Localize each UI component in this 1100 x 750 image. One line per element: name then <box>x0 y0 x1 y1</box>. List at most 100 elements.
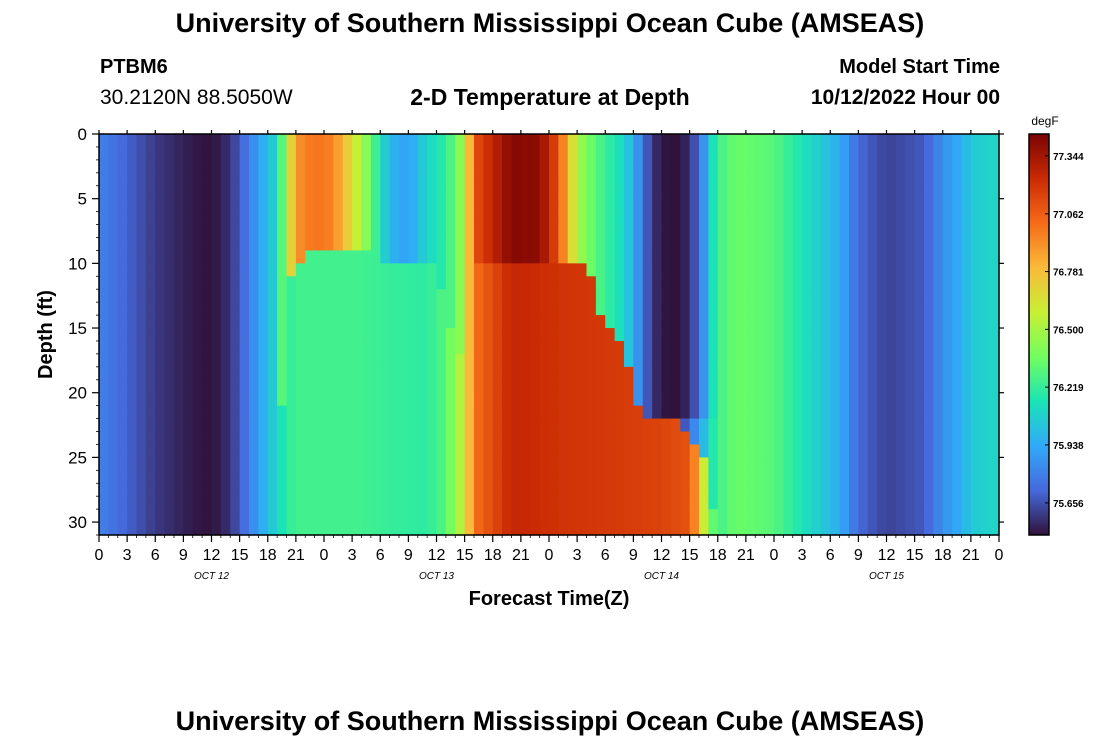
heatmap-cell <box>474 276 484 290</box>
heatmap-cell <box>183 444 194 458</box>
heatmap-cell <box>427 522 438 536</box>
heatmap-cell <box>342 185 353 200</box>
heatmap-cell <box>192 146 203 161</box>
heatmap-cell <box>727 237 738 252</box>
heatmap-cell <box>670 522 681 536</box>
heatmap-cell <box>961 353 972 368</box>
heatmap-cell <box>642 211 653 226</box>
heatmap-cell <box>661 134 672 148</box>
heatmap-cell <box>145 418 156 433</box>
heatmap-cell <box>455 457 466 471</box>
heatmap-cell <box>942 431 953 446</box>
heatmap-cell <box>455 470 466 484</box>
heatmap-cell <box>286 418 297 433</box>
heatmap-cell <box>642 405 653 420</box>
heatmap-cell <box>549 366 559 381</box>
heatmap-cell <box>445 366 456 381</box>
heatmap-cell <box>380 392 391 407</box>
heatmap-cell <box>755 237 766 252</box>
heatmap-cell <box>783 185 794 200</box>
heatmap-cell <box>633 522 644 536</box>
heatmap-cell <box>211 185 222 200</box>
heatmap-cell <box>736 198 747 213</box>
heatmap-cell <box>577 379 588 394</box>
heatmap-cell <box>661 405 672 420</box>
heatmap-cell <box>183 483 194 497</box>
heatmap-cell <box>970 328 981 342</box>
heatmap-cell <box>624 522 634 536</box>
heatmap-cell <box>961 159 972 174</box>
heatmap-cell <box>577 237 588 252</box>
heatmap-cell <box>474 444 484 458</box>
heatmap-cell <box>380 198 391 213</box>
heatmap-cell <box>736 366 747 381</box>
heatmap-cell <box>980 353 991 368</box>
heatmap-cell <box>755 146 766 161</box>
heatmap-cell <box>464 418 475 433</box>
heatmap-cell <box>352 198 363 213</box>
heatmap-cell <box>661 457 672 471</box>
heatmap-cell <box>811 172 822 187</box>
heatmap-cell <box>577 276 588 290</box>
heatmap-cell <box>961 146 972 161</box>
heatmap-cell <box>277 431 288 446</box>
heatmap-cell <box>605 328 616 342</box>
heatmap-cell <box>624 496 634 510</box>
heatmap-cell <box>492 185 503 200</box>
heatmap-cell <box>933 405 944 420</box>
x-tick-label: 9 <box>629 547 638 564</box>
heatmap-cell <box>286 366 297 381</box>
heatmap-cell <box>342 470 353 484</box>
heatmap-cell <box>99 237 109 252</box>
heatmap-cell <box>914 289 925 303</box>
heatmap-cell <box>192 276 203 290</box>
heatmap-cell <box>352 431 363 446</box>
heatmap-cell <box>830 172 841 187</box>
heatmap-cell <box>858 483 869 497</box>
heatmap-cell <box>699 457 709 471</box>
heatmap-cell <box>436 276 447 290</box>
heatmap-cell <box>127 483 138 497</box>
heatmap-cell <box>174 328 184 342</box>
heatmap-cell <box>811 276 822 290</box>
heatmap-cell <box>295 457 306 471</box>
heatmap-cell <box>792 483 803 497</box>
heatmap-cell <box>295 405 306 420</box>
heatmap-cell <box>239 134 250 148</box>
heatmap-cell <box>727 392 738 407</box>
heatmap-cell <box>689 418 700 433</box>
heatmap-cell <box>980 418 991 433</box>
heatmap-cell <box>567 509 578 523</box>
heatmap-cell <box>820 134 831 148</box>
heatmap-cell <box>689 328 700 342</box>
heatmap-cell <box>492 224 503 239</box>
heatmap-cell <box>895 496 906 510</box>
heatmap-cell <box>511 340 522 355</box>
heatmap-cell <box>277 263 288 277</box>
heatmap-cell <box>202 224 213 239</box>
heatmap-cell <box>867 172 878 187</box>
heatmap-cell <box>820 146 831 161</box>
heatmap-cell <box>914 198 925 213</box>
heatmap-cell <box>952 250 963 264</box>
heatmap-cell <box>249 146 259 161</box>
heatmap-cell <box>445 276 456 290</box>
heatmap-cell <box>708 198 719 213</box>
heatmap-cell <box>164 134 175 148</box>
heatmap-cell <box>324 289 334 303</box>
heatmap-cell <box>239 444 250 458</box>
heatmap-cell <box>145 263 156 277</box>
heatmap-cell <box>661 431 672 446</box>
heatmap-cell <box>755 134 766 148</box>
heatmap-cell <box>286 302 297 316</box>
heatmap-cell <box>642 340 653 355</box>
heatmap-cell <box>333 509 344 523</box>
heatmap-cell <box>914 224 925 239</box>
heatmap-cell <box>595 340 606 355</box>
heatmap-cell <box>942 444 953 458</box>
heatmap-cell <box>858 224 869 239</box>
heatmap-cell <box>127 340 138 355</box>
heatmap-cell <box>942 328 953 342</box>
heatmap-cell <box>520 509 531 523</box>
heatmap-cell <box>670 185 681 200</box>
